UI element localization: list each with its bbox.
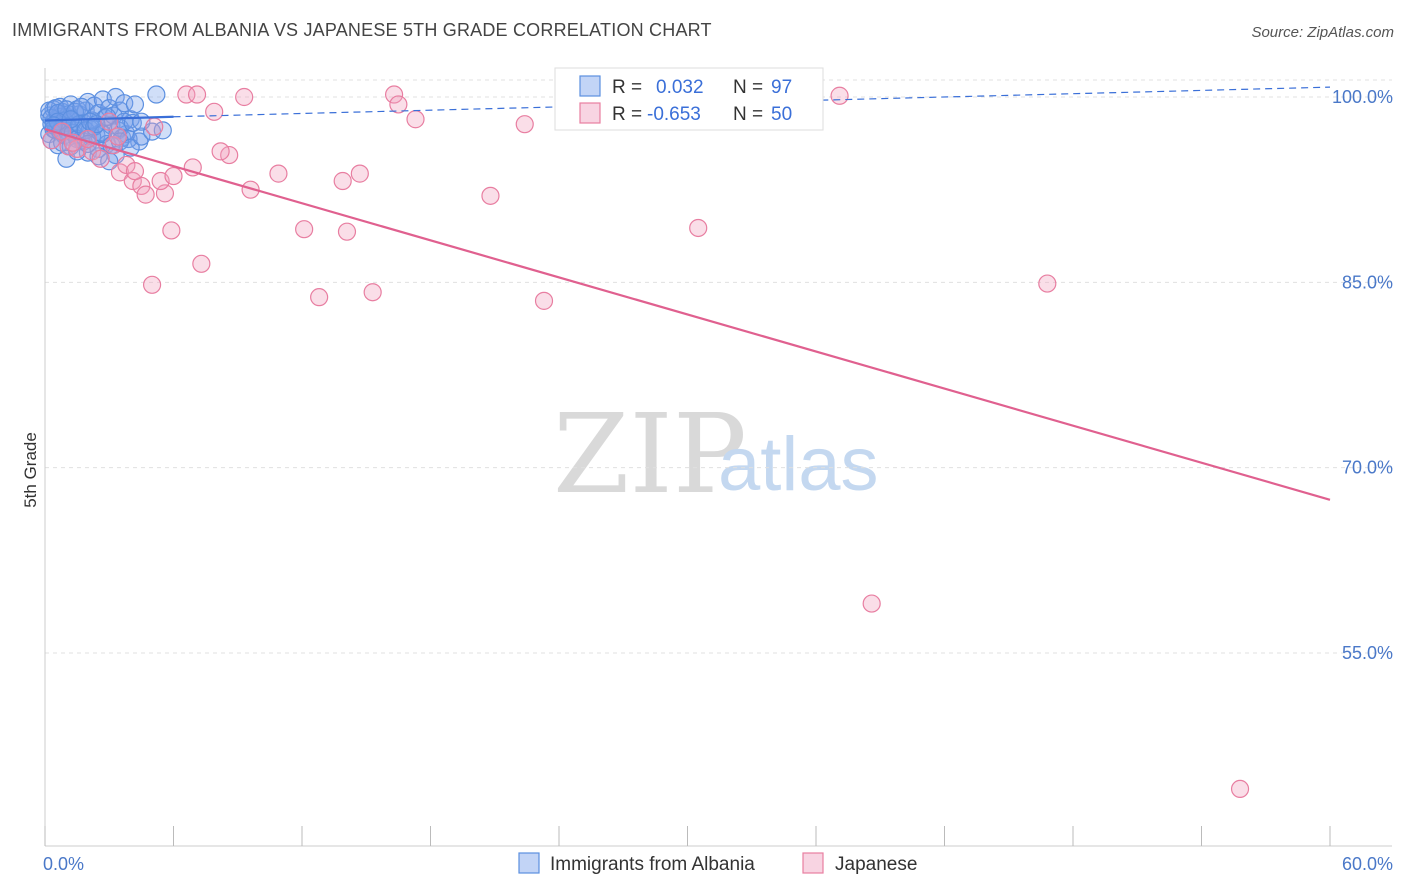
data-point [241,180,260,199]
data-point [72,97,91,116]
data-point [1230,779,1250,799]
legend-n-label-1: N = [733,77,763,98]
data-point [689,218,708,238]
watermark-atlas: atlas [718,422,879,507]
data-point [91,149,110,168]
bottom-legend-swatch-pink [802,852,824,874]
data-point [295,220,314,239]
legend-r-value-2: -0.653 [647,104,701,125]
data-point [481,186,500,205]
series-legend: Immigrants from Albania Japanese [518,852,917,875]
legend-r-label-2: R = [612,104,642,125]
y-tick-label: 55.0% [1342,643,1393,663]
chart-title: IMMIGRANTS FROM ALBANIA VS JAPANESE 5TH … [12,20,712,40]
data-point [337,222,357,241]
data-point [830,86,849,105]
source-label: Source: ZipAtlas.com [1251,24,1394,41]
data-point [147,85,166,104]
data-point [177,85,196,104]
data-point [100,112,119,131]
data-point [235,87,254,107]
data-point [384,85,404,104]
data-point [534,291,554,310]
y-axis-title: 5th Grade [21,432,40,508]
legend-n-value-1: 97 [771,77,792,98]
data-point [1038,274,1057,293]
x-tick-labels: 0.0% 60.0% [43,854,1393,874]
data-point [108,127,127,146]
legend-r-value-1: 0.032 [656,77,704,98]
legend-swatch-blue [579,75,601,97]
data-point [192,254,211,273]
data-point [862,594,881,613]
data-point [136,185,155,204]
stats-legend: R = 0.032 N = 97 R = -0.653 N = 50 [554,67,824,131]
legend-n-label-2: N = [733,104,763,125]
trend-line-albania [44,115,174,122]
legend-swatch-pink [579,102,601,124]
x-tick-label: 60.0% [1342,854,1393,874]
data-point [162,221,181,240]
data-point [125,162,145,181]
data-point [310,288,329,307]
y-tick-labels: 55.0% 70.0% 85.0% 100.0% [1332,87,1393,663]
data-point [125,95,145,114]
y-tick-label: 85.0% [1342,272,1393,292]
data-point [205,102,224,121]
bottom-legend-label-albania: Immigrants from Albania [550,854,755,875]
data-point [183,158,202,177]
data-point [363,283,382,302]
data-point [187,85,207,104]
y-tick-label: 70.0% [1342,458,1393,478]
bottom-legend-label-japanese: Japanese [835,854,917,875]
bottom-legend-swatch-blue [518,852,540,874]
y-tick-label: 100.0% [1332,87,1393,107]
legend-r-label-1: R = [612,77,642,98]
trend-line-japanese [44,128,1331,501]
axes [44,68,1392,847]
data-point [211,142,230,161]
watermark-zip: ZIP [553,390,747,518]
data-point [142,275,162,294]
data-point [132,127,151,146]
data-point [164,166,183,186]
data-point [389,95,408,114]
gridlines [45,79,1392,654]
x-tick-label: 0.0% [43,854,84,874]
data-point [333,171,352,191]
legend-n-value-2: 50 [771,104,792,125]
data-point [406,110,425,129]
data-point [110,163,130,182]
data-point [515,115,534,134]
watermark: ZIP atlas [553,390,879,518]
data-point [145,117,164,136]
data-point [350,164,369,183]
data-point [269,164,288,183]
